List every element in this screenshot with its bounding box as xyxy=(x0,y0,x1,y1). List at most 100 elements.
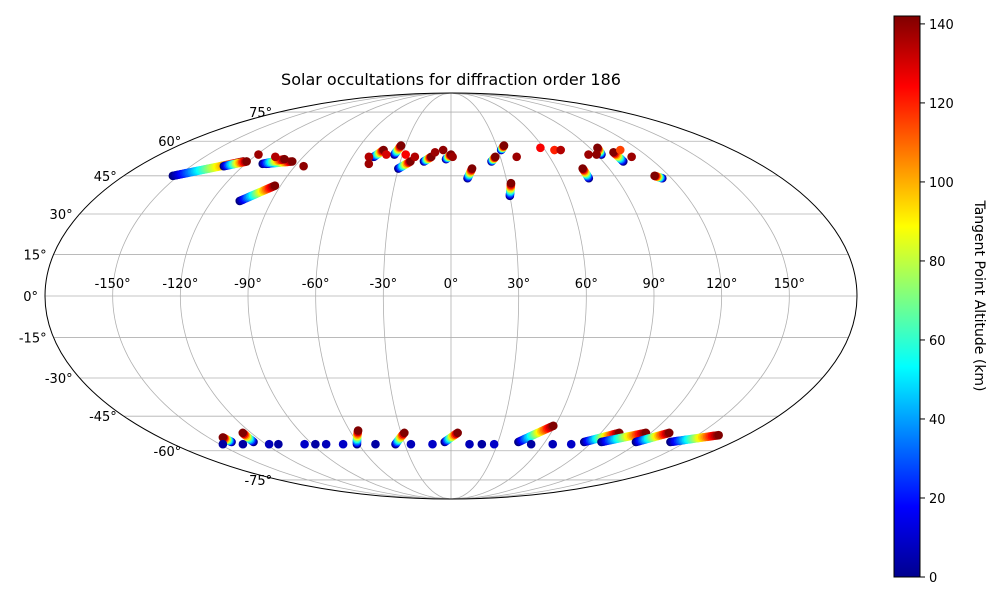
occultation-point xyxy=(428,439,437,449)
colorbar-tick-label: 0 xyxy=(929,571,937,586)
occultation-point xyxy=(592,150,601,159)
longitude-tick-label: 60° xyxy=(575,277,598,292)
grid-meridian xyxy=(247,93,452,499)
grid-meridian xyxy=(450,93,790,499)
occultation-point xyxy=(714,430,723,440)
occultation-point xyxy=(371,439,380,449)
occultation-point xyxy=(338,439,348,449)
grid-meridian xyxy=(315,93,452,499)
occultation-point xyxy=(364,152,374,162)
occultation-point xyxy=(406,439,416,449)
chart-title: Solar occultations for diffraction order… xyxy=(281,70,621,89)
grid-meridian xyxy=(450,93,520,499)
longitude-tick-label: 0° xyxy=(444,277,459,292)
occultation-point xyxy=(506,178,516,188)
colorbar-gradient xyxy=(893,15,921,578)
occultation-point xyxy=(287,157,297,166)
occultation-point xyxy=(536,143,545,153)
map-boundary xyxy=(44,92,858,500)
occultation-point xyxy=(321,439,331,449)
grid-meridian xyxy=(112,93,452,499)
occultation-point xyxy=(396,141,406,150)
occultation-point xyxy=(218,433,228,442)
grid-meridian xyxy=(450,93,723,499)
occultation-point xyxy=(627,152,636,162)
occultation-point xyxy=(299,161,308,171)
occultation-point xyxy=(491,152,500,162)
occultation-point xyxy=(271,152,280,162)
colorbar-tick-label: 40 xyxy=(929,413,946,428)
longitude-tick-labels: -150° -120° -90° -60° -30° 0° 30° 60° 90° 120° 150… xyxy=(95,277,805,292)
occultation-point xyxy=(274,439,283,449)
latitude-tick-label: 45° xyxy=(94,170,117,185)
longitude-tick-label: -120° xyxy=(162,277,198,292)
occultation-point xyxy=(556,145,566,155)
grid-meridian xyxy=(382,93,452,499)
colorbar: 0 20 40 60 80 100 120 140 Tangent Point Altitud… xyxy=(893,15,987,586)
occultation-point xyxy=(467,164,477,173)
grid-meridian xyxy=(450,93,655,499)
occultation-point xyxy=(512,152,521,162)
occultation-point xyxy=(311,439,320,449)
occultation-point xyxy=(453,428,462,438)
occultation-point xyxy=(381,150,391,159)
occultation-point xyxy=(430,147,440,157)
colorbar-tick-label: 100 xyxy=(929,176,954,191)
occultation-point xyxy=(300,439,309,449)
latitude-tick-labels: -75° -60° -45° -30° -15° 0° 15° 30° 45° 60° 75° xyxy=(19,106,272,489)
longitude-tick-label: 30° xyxy=(507,277,530,292)
occultation-point xyxy=(650,171,659,181)
colorbar-tick-label: 60 xyxy=(929,334,946,349)
latitude-tick-label: 0° xyxy=(23,290,38,305)
occultation-point xyxy=(465,439,474,449)
occultation-point xyxy=(238,428,248,438)
occultation-point xyxy=(548,439,558,449)
latitude-tick-label: -30° xyxy=(45,372,73,387)
occultation-point xyxy=(578,164,587,173)
occultation-point xyxy=(264,439,274,449)
latitude-tick-label: -15° xyxy=(19,332,47,347)
longitude-tick-label: -150° xyxy=(95,277,131,292)
occultation-point xyxy=(549,421,558,431)
occultation-point xyxy=(438,145,448,155)
colorbar-label: Tangent Point Altitude (km) xyxy=(971,199,987,391)
occultation-point xyxy=(615,145,625,155)
occultation-point xyxy=(400,428,409,438)
longitude-tick-label: 120° xyxy=(706,277,737,292)
occultation-point xyxy=(489,439,499,449)
grid-meridian xyxy=(179,93,452,499)
latitude-tick-label: -60° xyxy=(154,445,182,460)
colorbar-tick-label: 80 xyxy=(929,255,946,270)
occultation-point xyxy=(664,428,674,438)
graticule xyxy=(45,93,857,499)
occultation-point xyxy=(410,152,420,162)
occultation-point xyxy=(280,154,289,164)
colorbar-tick-label: 140 xyxy=(929,18,954,33)
occultation-point xyxy=(566,439,576,449)
colorbar-tick-label: 20 xyxy=(929,492,946,507)
occultation-point xyxy=(550,145,559,155)
grid-meridian xyxy=(450,93,587,499)
occultation-point xyxy=(353,426,363,435)
colorbar-tick-label: 120 xyxy=(929,97,954,112)
occultation-point xyxy=(448,152,457,162)
longitude-tick-label: 150° xyxy=(774,277,805,292)
longitude-tick-label: -90° xyxy=(234,277,262,292)
latitude-tick-label: 15° xyxy=(24,248,47,263)
occultation-point xyxy=(477,439,487,449)
occultation-point xyxy=(218,439,228,449)
longitude-tick-label: -60° xyxy=(302,277,330,292)
occultation-point xyxy=(584,150,593,159)
colorbar-ticks: 0 20 40 60 80 100 120 140 xyxy=(920,18,954,586)
occultation-point xyxy=(364,159,374,169)
latitude-tick-label: 75° xyxy=(249,106,272,121)
occultation-point xyxy=(270,181,280,190)
data-points xyxy=(168,141,723,449)
occultation-point xyxy=(526,439,536,449)
latitude-tick-label: 60° xyxy=(158,135,181,150)
occultation-point xyxy=(238,439,248,449)
latitude-tick-label: -75° xyxy=(244,474,272,489)
occultation-point xyxy=(499,141,509,150)
occultation-point xyxy=(401,150,411,159)
